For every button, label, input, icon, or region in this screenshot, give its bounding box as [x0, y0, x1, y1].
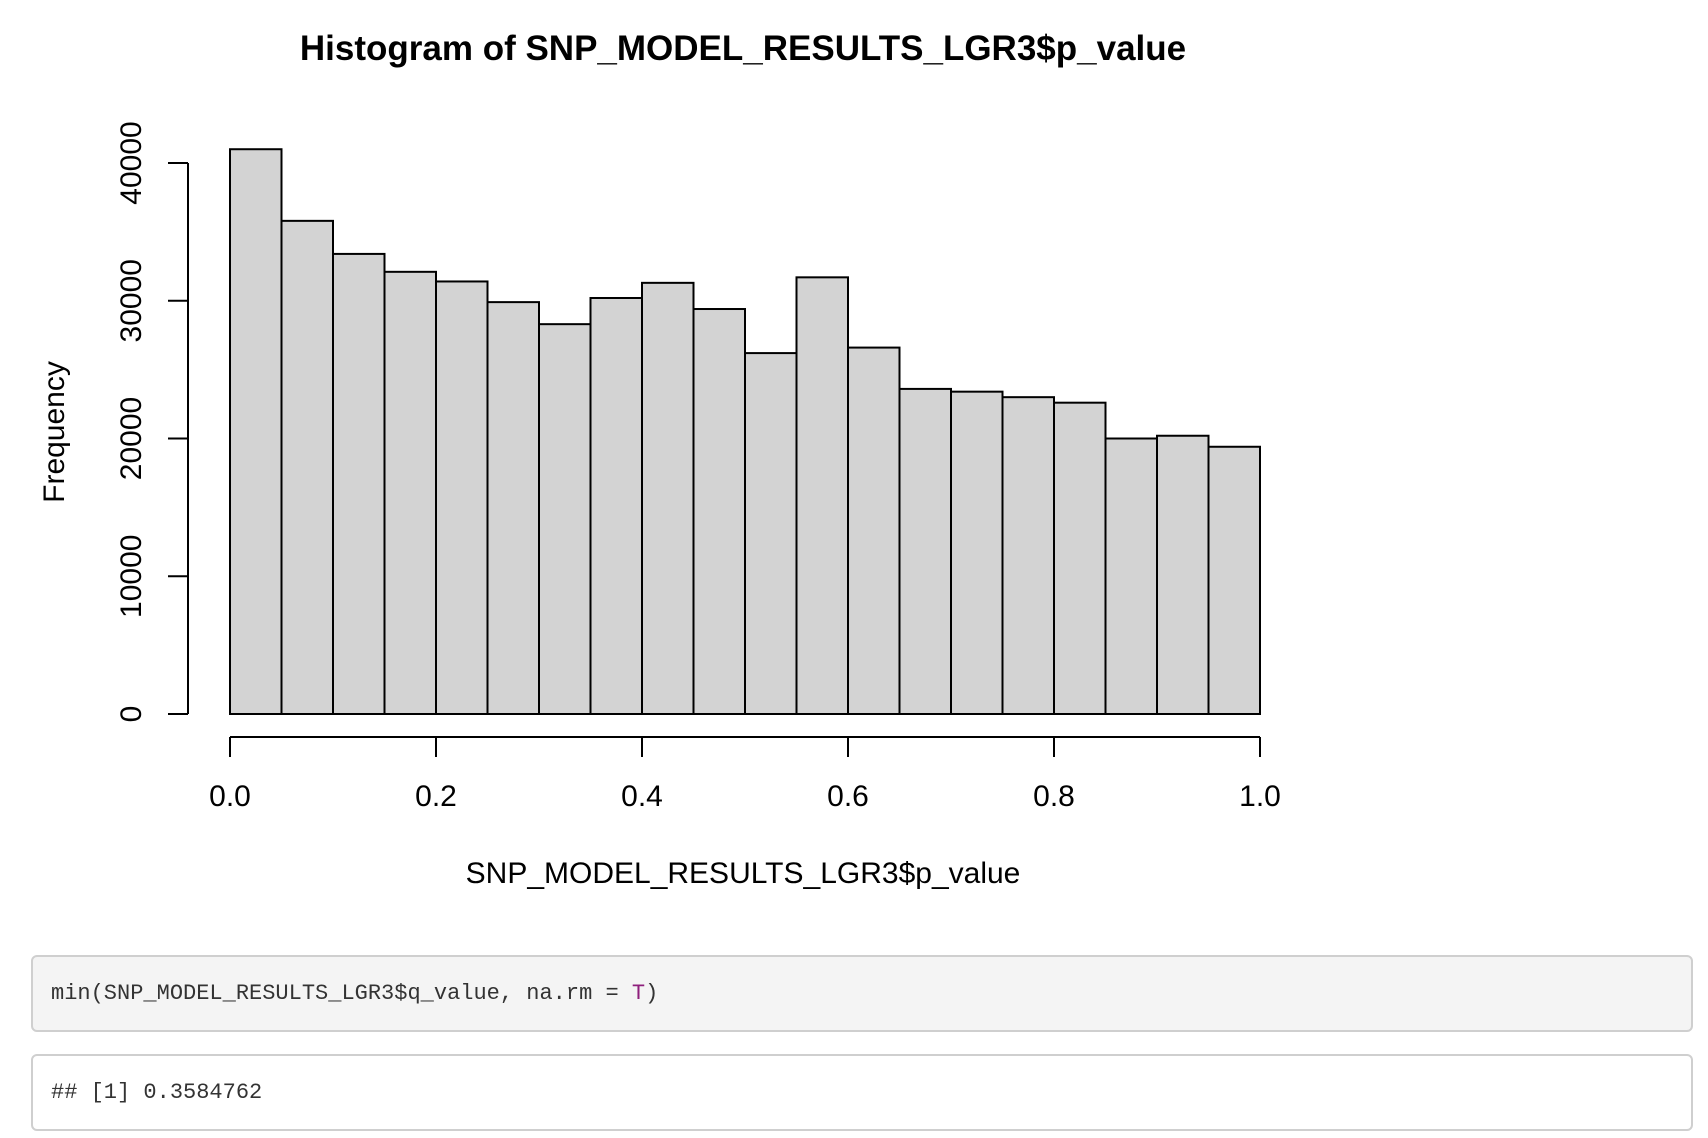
x-axis: 0.0 0.2 0.4 0.6 0.8 1.0: [209, 736, 1281, 813]
histogram-bar: [332, 252, 386, 715]
histogram-bar: [898, 387, 952, 715]
histogram-bar: [435, 280, 489, 715]
x-tick-label: 0.8: [1033, 780, 1075, 813]
code-output-block: ## [1] 0.3584762: [31, 1054, 1693, 1131]
x-tick-label: 0.6: [827, 780, 869, 813]
histogram-chart: Histogram of SNP_MODEL_RESULTS_LGR3$p_va…: [38, 29, 1281, 890]
histogram-bar: [383, 270, 437, 715]
histogram-bar: [641, 281, 695, 715]
histogram-bar: [950, 390, 1004, 715]
code-input-block: min(SNP_MODEL_RESULTS_LGR3$q_value, na.r…: [31, 955, 1693, 1032]
code-input-keyword: T: [631, 981, 646, 1006]
histogram-bar: [538, 323, 592, 715]
y-tick-label: 20000: [115, 397, 148, 480]
x-tick-label: 1.0: [1239, 780, 1281, 813]
chart-title: Histogram of SNP_MODEL_RESULTS_LGR3$p_va…: [300, 29, 1186, 68]
y-axis-label: Frequency: [38, 361, 71, 503]
x-tick-label: 0.4: [621, 780, 663, 813]
x-tick-label: 0.0: [209, 780, 251, 813]
histogram-bar: [1053, 401, 1107, 715]
x-tick-label: 0.2: [415, 780, 457, 813]
y-tick-label: 30000: [115, 259, 148, 342]
histogram-bar: [744, 352, 798, 715]
code-output-text: ## [1] 0.3584762: [51, 1080, 263, 1105]
histogram-bar: [1001, 396, 1055, 715]
histogram-bar: [280, 219, 334, 715]
code-input-suffix: ): [645, 981, 659, 1006]
x-axis-label: SNP_MODEL_RESULTS_LGR3$p_value: [466, 857, 1021, 890]
y-axis: 0 10000 20000 30000 40000: [115, 121, 189, 723]
histogram-bar: [486, 301, 540, 715]
code-input-prefix: min(SNP_MODEL_RESULTS_LGR3$q_value, na.r…: [51, 981, 632, 1006]
y-tick-label: 40000: [115, 121, 148, 204]
histogram-bar: [692, 308, 746, 715]
histogram-bar: [1104, 437, 1158, 715]
histogram-bars: [229, 148, 1261, 716]
histogram-bar: [1156, 434, 1210, 715]
histogram-bar: [589, 296, 643, 715]
y-tick-label: 10000: [115, 535, 148, 618]
histogram-bar: [229, 148, 283, 716]
histogram-bar: [795, 276, 849, 715]
histogram-bar: [1207, 445, 1261, 715]
histogram-bar: [847, 346, 901, 715]
y-tick-label: 0: [115, 706, 148, 723]
